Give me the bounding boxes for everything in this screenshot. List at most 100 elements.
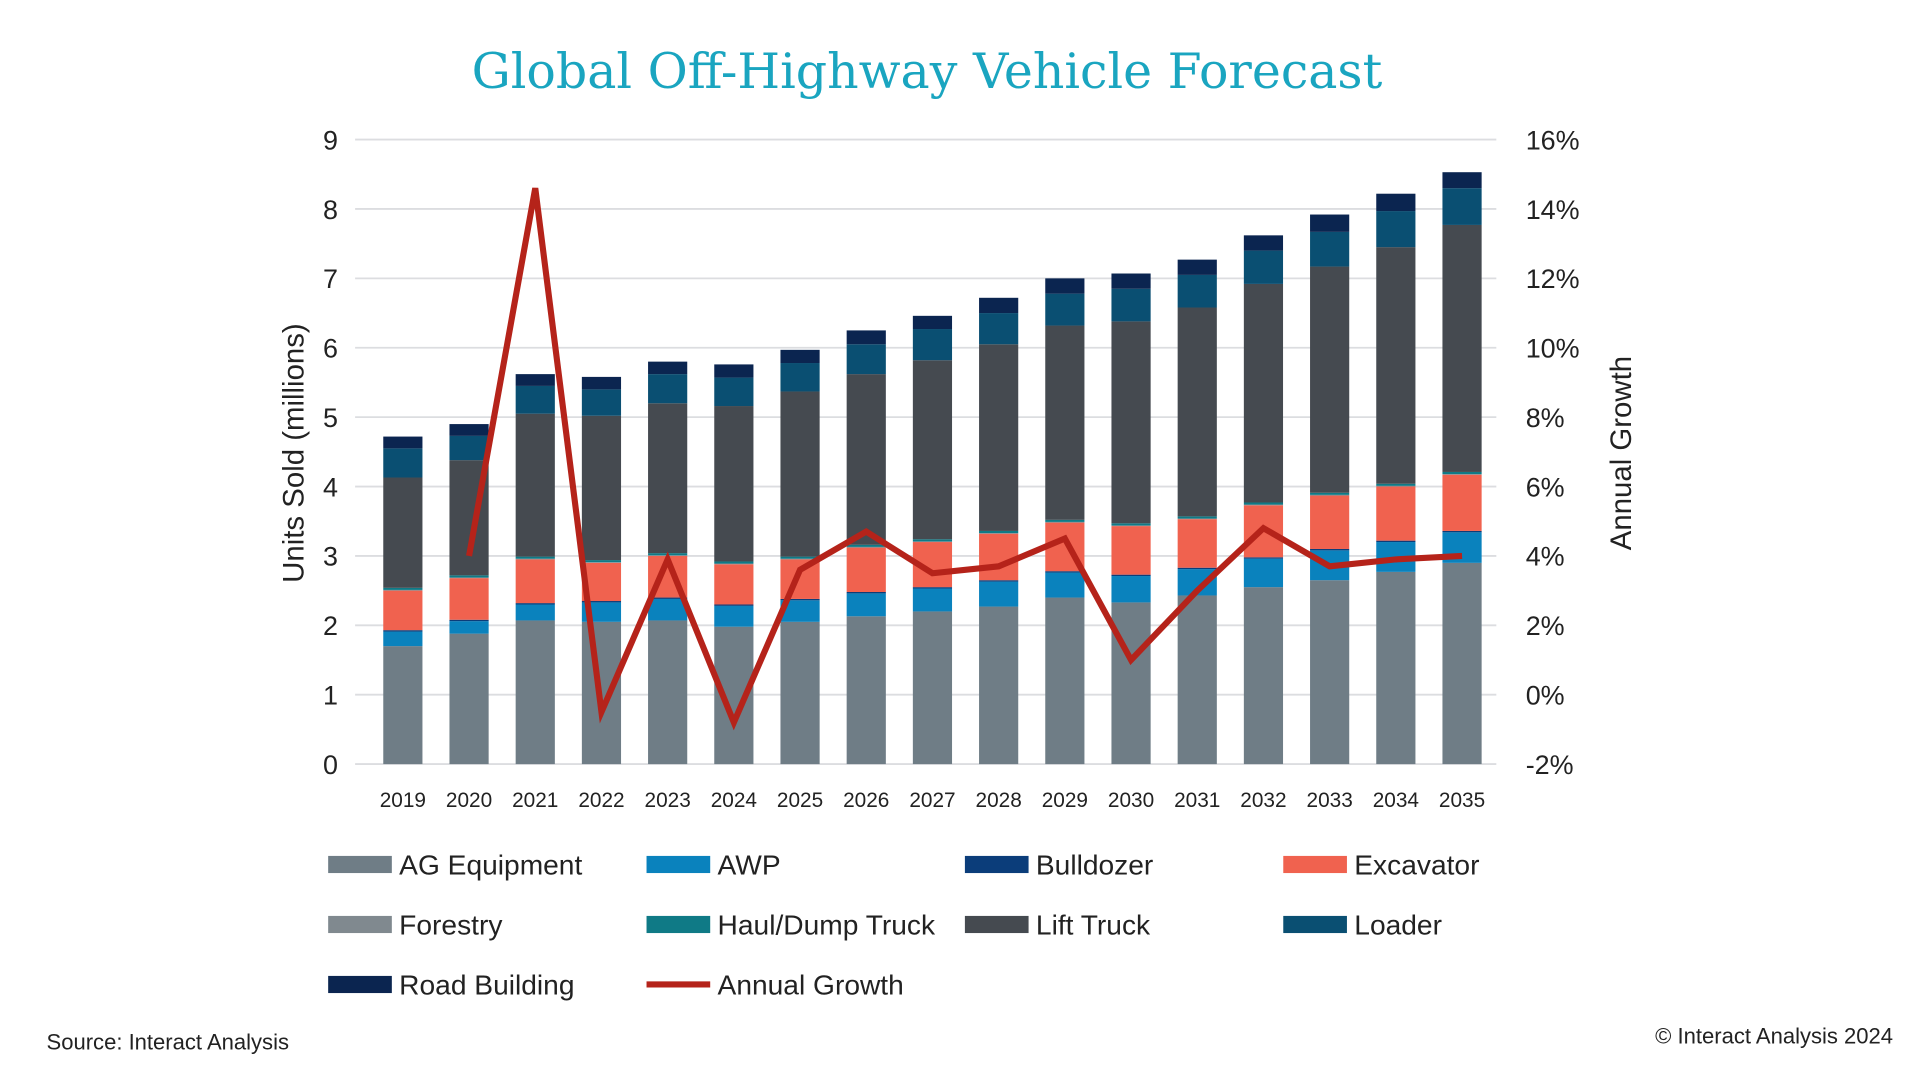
bar-stack-2028 xyxy=(979,297,1019,765)
y-tick-label: 3 xyxy=(323,542,338,572)
legend-item: Bulldozer xyxy=(964,849,1153,880)
legend-item: AWP xyxy=(646,849,781,880)
bar-excavator xyxy=(846,547,886,592)
y-tick-label: 1 xyxy=(323,680,338,710)
annual-growth-line xyxy=(466,187,1463,731)
bar-forestry xyxy=(1243,504,1284,506)
x-tick-label: 2031 xyxy=(1174,789,1220,812)
y2-tick-label: 10% xyxy=(1526,334,1580,364)
x-tick-label: 2019 xyxy=(380,789,426,812)
bar-loader xyxy=(780,363,820,392)
bar-ag-equipment xyxy=(1177,595,1217,765)
y-tick-label: 9 xyxy=(323,125,338,155)
x-tick-label: 2020 xyxy=(446,789,492,812)
bar-road-building xyxy=(648,361,688,375)
legend-label: Bulldozer xyxy=(1036,849,1153,880)
legend-label: Road Building xyxy=(399,969,574,1000)
legend-item: Excavator xyxy=(1283,849,1479,880)
legend-swatch xyxy=(328,975,392,994)
x-axis-ticks: 2019 2020 2021 2022 2023 2024 2025 2026 2027 2028… xyxy=(380,789,1485,812)
bar-stack-2025 xyxy=(780,349,820,765)
bar-haul-dump-truck xyxy=(912,539,953,542)
legend-label: Lift Truck xyxy=(1036,909,1151,940)
bar-road-building xyxy=(581,376,622,390)
bar-road-building xyxy=(1045,278,1085,294)
bar-bulldozer xyxy=(581,601,622,603)
bar-lift-truck xyxy=(1310,266,1350,493)
bar-bulldozer xyxy=(714,604,754,606)
bar-haul-dump-truck xyxy=(1310,492,1350,495)
bar-forestry xyxy=(1442,474,1482,475)
bar-awp xyxy=(714,605,754,627)
bar-bulldozer xyxy=(1045,571,1085,573)
bar-stack-2030 xyxy=(1111,273,1151,765)
bar-lift-truck xyxy=(780,391,820,557)
bar-stack-2035 xyxy=(1442,172,1482,765)
bar-bulldozer xyxy=(1376,540,1416,543)
bar-lift-truck xyxy=(581,415,622,561)
bar-haul-dump-truck xyxy=(1243,502,1284,505)
bar-road-building xyxy=(1177,259,1217,275)
bar-loader xyxy=(1111,288,1151,322)
y-tick-label: 5 xyxy=(323,403,338,433)
y2-tick-label: 12% xyxy=(1526,264,1580,294)
bar-excavator xyxy=(1111,526,1151,575)
bar-ag-equipment xyxy=(383,646,423,765)
legend-swatch xyxy=(1283,915,1347,934)
y-tick-label: 0 xyxy=(323,750,338,780)
y2-tick-label: -2% xyxy=(1526,750,1574,780)
bar-awp xyxy=(846,593,886,617)
y2-tick-label: 16% xyxy=(1526,125,1580,155)
bar-loader xyxy=(648,374,688,404)
x-tick-label: 2035 xyxy=(1439,789,1485,812)
bar-stack-2026 xyxy=(846,330,886,765)
bar-lift-truck xyxy=(1376,247,1416,484)
x-tick-label: 2033 xyxy=(1307,789,1353,812)
bar-lift-truck xyxy=(648,403,688,554)
x-tick-label: 2022 xyxy=(578,789,624,812)
bar-haul-dump-truck xyxy=(979,530,1019,534)
bar-lift-truck xyxy=(846,374,886,545)
bar-ag-equipment xyxy=(1111,602,1151,765)
bar-ag-equipment xyxy=(1045,597,1085,765)
bar-awp xyxy=(449,621,489,634)
x-tick-label: 2027 xyxy=(909,789,955,812)
bar-lift-truck xyxy=(912,360,953,540)
y2-tick-label: 4% xyxy=(1526,542,1565,572)
legend-label: Excavator xyxy=(1354,849,1479,880)
bar-stack-2029 xyxy=(1045,278,1085,765)
bar-excavator xyxy=(1376,486,1416,541)
legend-item: AG Equipment xyxy=(328,849,582,880)
bar-loader xyxy=(912,329,953,361)
bar-loader xyxy=(1376,211,1416,248)
y2-tick-label: 0% xyxy=(1526,680,1565,710)
y2-axis-ticks: -2% 0% 2% 4% 6% 8% 10% 12% 14% 16% xyxy=(1526,125,1580,779)
legend-swatch xyxy=(964,915,1029,934)
bar-loader xyxy=(515,385,555,414)
bar-lift-truck xyxy=(515,413,555,557)
bar-awp xyxy=(1111,576,1151,603)
bar-forestry xyxy=(383,589,423,591)
bar-bulldozer xyxy=(846,592,886,594)
bar-ag-equipment xyxy=(1442,562,1482,765)
bar-forestry xyxy=(1177,518,1217,520)
bar-stack-2034 xyxy=(1376,193,1416,765)
bar-loader xyxy=(1442,188,1482,225)
bar-haul-dump-truck xyxy=(1111,523,1151,526)
bar-bulldozer xyxy=(648,597,688,599)
x-tick-label: 2021 xyxy=(512,789,558,812)
bar-ag-equipment xyxy=(979,606,1019,765)
y2-tick-label: 14% xyxy=(1526,195,1580,225)
bar-forestry xyxy=(1111,525,1151,527)
bar-haul-dump-truck xyxy=(1376,483,1416,486)
bar-excavator xyxy=(1442,474,1482,531)
x-tick-label: 2026 xyxy=(843,789,889,812)
bar-road-building xyxy=(846,330,886,345)
bar-forestry xyxy=(449,577,489,579)
bar-road-building xyxy=(912,315,953,330)
y2-tick-label: 6% xyxy=(1526,472,1565,502)
bar-bulldozer xyxy=(515,603,555,605)
x-tick-label: 2028 xyxy=(976,789,1022,812)
bar-forestry xyxy=(912,541,953,543)
bar-loader xyxy=(449,435,489,461)
